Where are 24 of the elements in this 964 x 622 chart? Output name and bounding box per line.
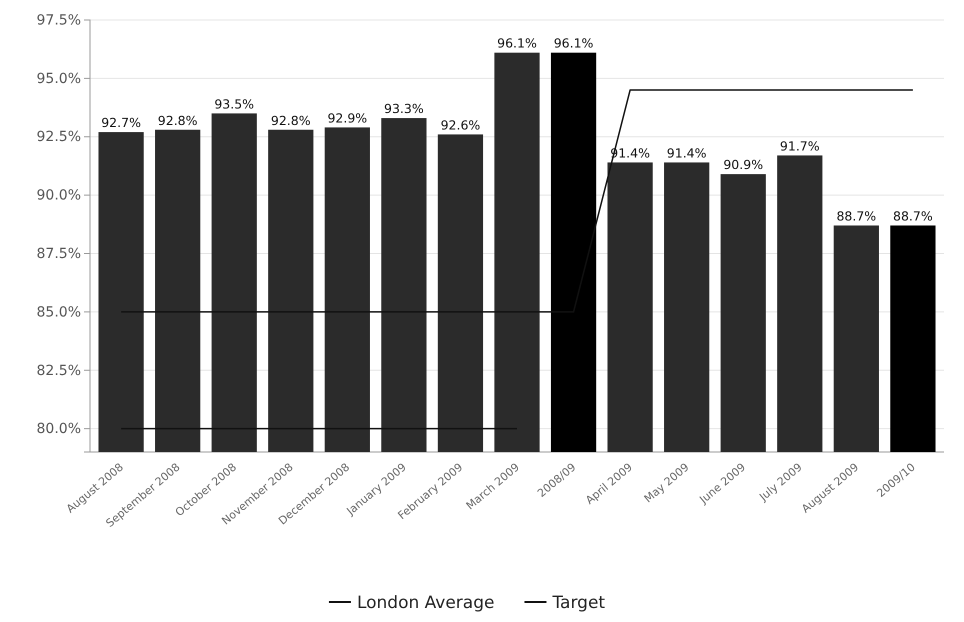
- data-label: 93.5%: [214, 96, 254, 112]
- y-tick-label: 82.5%: [36, 362, 81, 379]
- data-label: 88.7%: [836, 208, 876, 224]
- y-tick-label: 95.0%: [36, 70, 81, 87]
- y-tick-label: 92.5%: [36, 129, 81, 146]
- data-label: 92.8%: [158, 112, 198, 128]
- y-tick-label: 97.5%: [36, 12, 81, 28]
- data-label: 92.8%: [270, 112, 311, 128]
- y-tick-label: 90.0%: [36, 188, 81, 204]
- data-label: 96.1%: [497, 36, 537, 51]
- data-label: 92.9%: [327, 110, 368, 126]
- y-tick-label: 87.5%: [36, 246, 81, 262]
- data-label: 91.7%: [780, 138, 820, 154]
- data-label: 88.7%: [893, 208, 933, 224]
- legend-label: London Average: [356, 593, 494, 613]
- data-label: 91.4%: [666, 145, 707, 160]
- data-label: 92.7%: [101, 115, 142, 130]
- data-label: 92.6%: [440, 117, 480, 132]
- legend-label: Target: [551, 593, 606, 613]
- y-tick-label: 85.0%: [36, 304, 81, 320]
- data-label: 93.3%: [384, 101, 424, 116]
- y-tick-label: 80.0%: [36, 421, 81, 438]
- data-label: 90.9%: [723, 157, 764, 172]
- data-label: 96.1%: [554, 36, 594, 51]
